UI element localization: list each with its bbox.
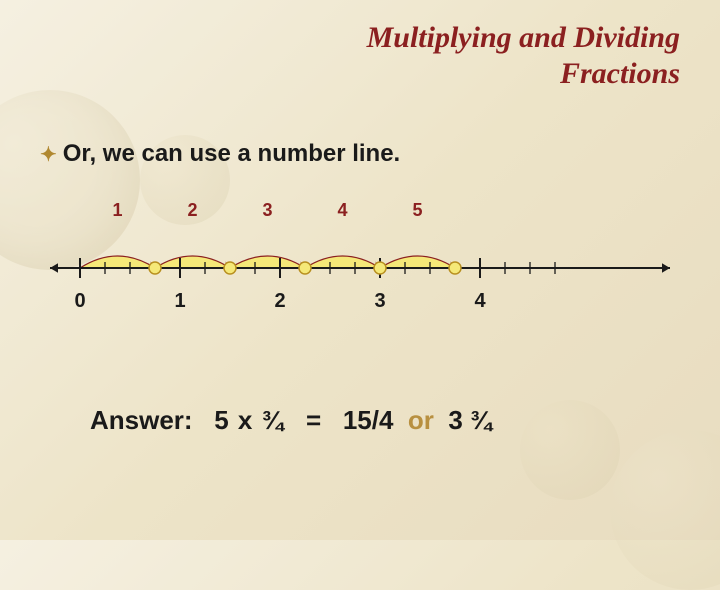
axis-label: 0 <box>74 290 85 313</box>
hop-arc <box>380 256 455 268</box>
axis-label: 2 <box>274 290 285 313</box>
landing-marker <box>374 262 386 274</box>
landing-marker <box>224 262 236 274</box>
hop-label: 3 <box>262 200 272 221</box>
body-line: Or, we can use a number line. <box>63 140 400 167</box>
answer-line: Answer: 5 x ¾ = 15/4 or 3 ¾ <box>90 405 492 436</box>
equals-sign: = <box>306 405 321 435</box>
title-line1: Multiplying and Dividing <box>367 21 680 54</box>
answer-expression: 5 x ¾ <box>214 405 284 435</box>
hop-arc <box>155 256 230 268</box>
landing-marker <box>449 262 461 274</box>
hop-label: 5 <box>412 200 422 221</box>
landing-marker <box>149 262 161 274</box>
axis-arrow-left <box>50 263 58 273</box>
numberline-chart: 1 2 3 4 5 0 1 2 3 4 <box>50 200 670 330</box>
hop-label: 2 <box>187 200 197 221</box>
axis-arrow-right <box>662 263 670 273</box>
axis-label: 4 <box>474 290 485 313</box>
hop-arc <box>230 256 305 268</box>
hop-label: 4 <box>337 200 347 221</box>
numberline-svg <box>50 230 670 290</box>
landing-marker <box>299 262 311 274</box>
answer-result1: 15/4 <box>343 405 394 435</box>
answer-or: or <box>408 405 434 435</box>
slide-title: Multiplying and Dividing Fractions <box>367 20 680 92</box>
title-line2: Fractions <box>560 57 680 90</box>
hop-arc <box>305 256 380 268</box>
axis-label: 3 <box>374 290 385 313</box>
answer-prefix: Answer: <box>90 405 193 435</box>
hop-arc <box>80 256 155 268</box>
hop-labels-row: 1 2 3 4 5 <box>50 200 670 230</box>
body-text: ✦ Or, we can use a number line. <box>40 140 400 168</box>
bullet-icon: ✦ <box>40 144 57 166</box>
axis-label: 1 <box>174 290 185 313</box>
hop-label: 1 <box>112 200 122 221</box>
bg-sphere <box>610 430 720 590</box>
bg-sphere <box>520 400 620 500</box>
axis-labels-row: 0 1 2 3 4 <box>50 290 670 320</box>
answer-result2: 3 ¾ <box>448 405 491 435</box>
